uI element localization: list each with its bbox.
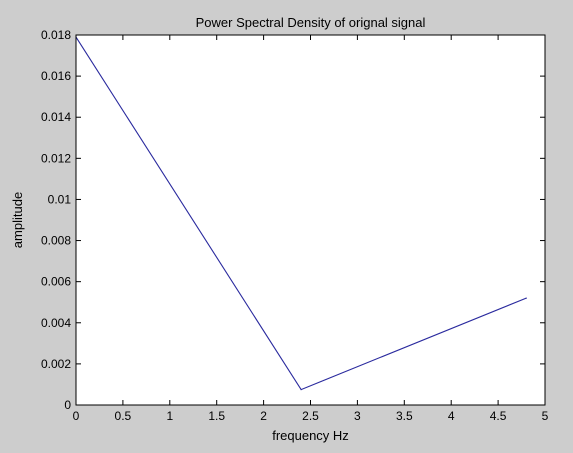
x-tick-label: 0.5 xyxy=(115,409,132,423)
plot-area xyxy=(76,35,545,405)
x-tick-label: 3.5 xyxy=(396,409,413,423)
y-tick-label: 0.006 xyxy=(41,275,71,289)
y-tick-label: 0 xyxy=(64,398,71,412)
y-tick-label: 0.002 xyxy=(41,357,71,371)
y-tick-label: 0.016 xyxy=(41,69,71,83)
y-tick-label: 0.012 xyxy=(41,151,71,165)
data-point xyxy=(525,297,527,299)
data-point xyxy=(300,388,302,391)
y-tick-label: 0.008 xyxy=(41,234,71,248)
y-tick-label: 0.01 xyxy=(48,192,72,206)
x-tick-label: 4 xyxy=(448,409,455,423)
x-tick-label: 0 xyxy=(73,409,80,423)
chart-title: Power Spectral Density of orignal signal xyxy=(196,15,426,30)
y-tick-label: 0.018 xyxy=(41,28,71,42)
y-axis-label: amplitude xyxy=(10,192,25,248)
y-tick-label: 0.014 xyxy=(41,110,71,124)
y-tick-label: 0.004 xyxy=(41,316,71,330)
x-axis-label: frequency Hz xyxy=(272,428,349,443)
plot-frame xyxy=(75,34,546,406)
x-tick-label: 2 xyxy=(260,409,267,423)
x-tick-label: 4.5 xyxy=(490,409,507,423)
x-tick-label: 1.5 xyxy=(208,409,225,423)
x-tick-label: 3 xyxy=(354,409,361,423)
x-tick-label: 2.5 xyxy=(302,409,319,423)
x-tick-label: 5 xyxy=(542,409,549,423)
ticks-layer: 0 0.5 1 1.5 2 2.5 3 3.5 4 4.5 5 0 0.002 0.004 0.006 0.0… xyxy=(41,28,549,423)
x-tick-label: 1 xyxy=(166,409,173,423)
